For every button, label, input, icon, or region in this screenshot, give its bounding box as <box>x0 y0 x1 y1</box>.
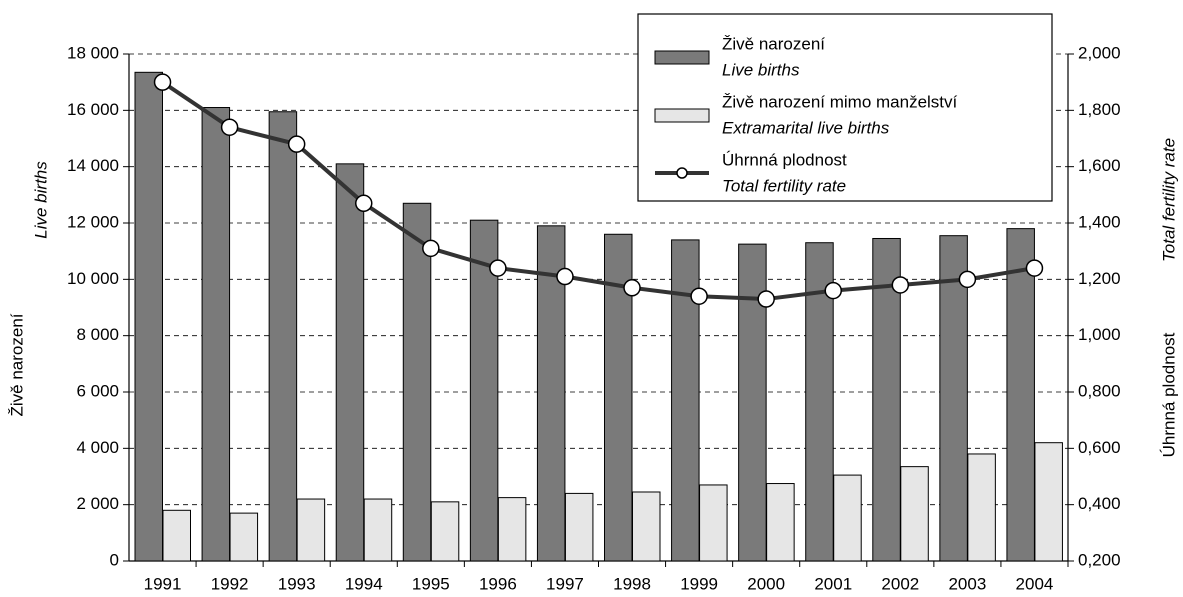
y2-tick-label: 1,400 <box>1078 212 1121 231</box>
y-tick-label: 14 000 <box>67 156 119 175</box>
marker <box>287 135 306 153</box>
marker <box>153 73 172 91</box>
marker <box>220 118 239 136</box>
y-tick-label: 16 000 <box>67 100 119 119</box>
x-tick-label: 1999 <box>680 574 718 593</box>
x-tick-label: 1994 <box>345 574 383 593</box>
marker <box>355 194 373 213</box>
bar <box>632 491 661 562</box>
bar <box>900 466 929 562</box>
bar <box>1034 442 1063 562</box>
bar <box>699 484 728 562</box>
x-tick-label: 2003 <box>948 574 986 593</box>
bar <box>766 483 795 562</box>
y-tick-label: 6 000 <box>76 381 119 400</box>
bar <box>430 501 460 562</box>
y2-tick-label: 1,800 <box>1078 100 1121 119</box>
legend-label: Úhrnná plodnost <box>722 150 847 169</box>
x-tick-label: 1997 <box>546 574 584 593</box>
legend-label-en: Total fertility rate <box>722 176 846 195</box>
y2-tick-label: 0,600 <box>1078 438 1121 457</box>
legend-label-en: Extramarital live births <box>722 118 890 137</box>
legend-label: Živě narození <box>722 34 825 53</box>
marker <box>489 259 507 277</box>
legend-label: Živě narození mimo manželství <box>722 92 958 111</box>
y-axis-title: Živě narození <box>7 313 26 416</box>
bar <box>497 497 527 562</box>
x-tick-label: 1998 <box>613 574 651 593</box>
y-tick-label: 12 000 <box>67 212 119 231</box>
y2-tick-label: 1,600 <box>1078 156 1121 175</box>
x-tick-label: 2001 <box>814 574 852 593</box>
line <box>161 80 1035 302</box>
y2-axis-title: Úhrnná plodnost <box>1159 332 1178 457</box>
bar <box>967 453 996 562</box>
marker <box>824 281 842 300</box>
bar <box>335 163 365 562</box>
marker <box>690 287 708 305</box>
y-tick-label: 18 000 <box>67 43 119 62</box>
y2-tick-label: 0,200 <box>1078 550 1121 569</box>
legend-marker <box>676 167 688 179</box>
x-tick-label: 1991 <box>144 574 182 593</box>
bar <box>833 474 862 562</box>
x-tick-label: 1996 <box>479 574 517 593</box>
y-tick-label: 4 000 <box>76 438 119 457</box>
marker <box>891 276 910 294</box>
y2-tick-label: 0,800 <box>1078 381 1121 400</box>
y2-tick-label: 1,200 <box>1078 269 1121 288</box>
legend-swatch <box>654 108 710 123</box>
marker <box>623 279 641 297</box>
y-tick-label: 8 000 <box>76 325 119 344</box>
x-tick-label: 1995 <box>412 574 450 593</box>
bar <box>268 111 298 562</box>
y2-axis-title-en: Total fertility rate <box>1159 138 1178 262</box>
legend-label-en: Live births <box>722 60 800 79</box>
bar <box>134 71 163 562</box>
marker <box>1025 259 1044 277</box>
bar <box>229 512 259 562</box>
bar <box>162 509 191 562</box>
x-tick-label: 2000 <box>747 574 785 593</box>
bar <box>671 239 700 562</box>
y2-tick-label: 0,400 <box>1078 494 1121 513</box>
y-tick-label: 2 000 <box>76 494 119 513</box>
y-tick-label: 10 000 <box>67 269 119 288</box>
bar <box>363 498 393 562</box>
bar <box>939 235 968 562</box>
marker <box>757 290 775 308</box>
bar <box>1006 228 1035 562</box>
legend-swatch <box>654 50 710 65</box>
bar <box>402 202 432 562</box>
marker <box>556 267 574 286</box>
legend-box <box>637 13 1053 202</box>
marker <box>958 270 977 289</box>
y2-tick-label: 1,000 <box>1078 325 1121 344</box>
y-axis-title-en: Live births <box>31 161 50 239</box>
y-tick-label: 0 <box>110 550 119 569</box>
bar <box>469 219 499 562</box>
x-tick-label: 2004 <box>1016 574 1054 593</box>
x-tick-label: 1993 <box>278 574 316 593</box>
y2-tick-label: 2,000 <box>1078 43 1121 62</box>
x-tick-label: 2002 <box>881 574 919 593</box>
marker <box>422 239 440 258</box>
bar <box>564 492 594 562</box>
x-tick-label: 1992 <box>211 574 249 593</box>
bar <box>296 498 326 562</box>
bar <box>201 107 231 562</box>
